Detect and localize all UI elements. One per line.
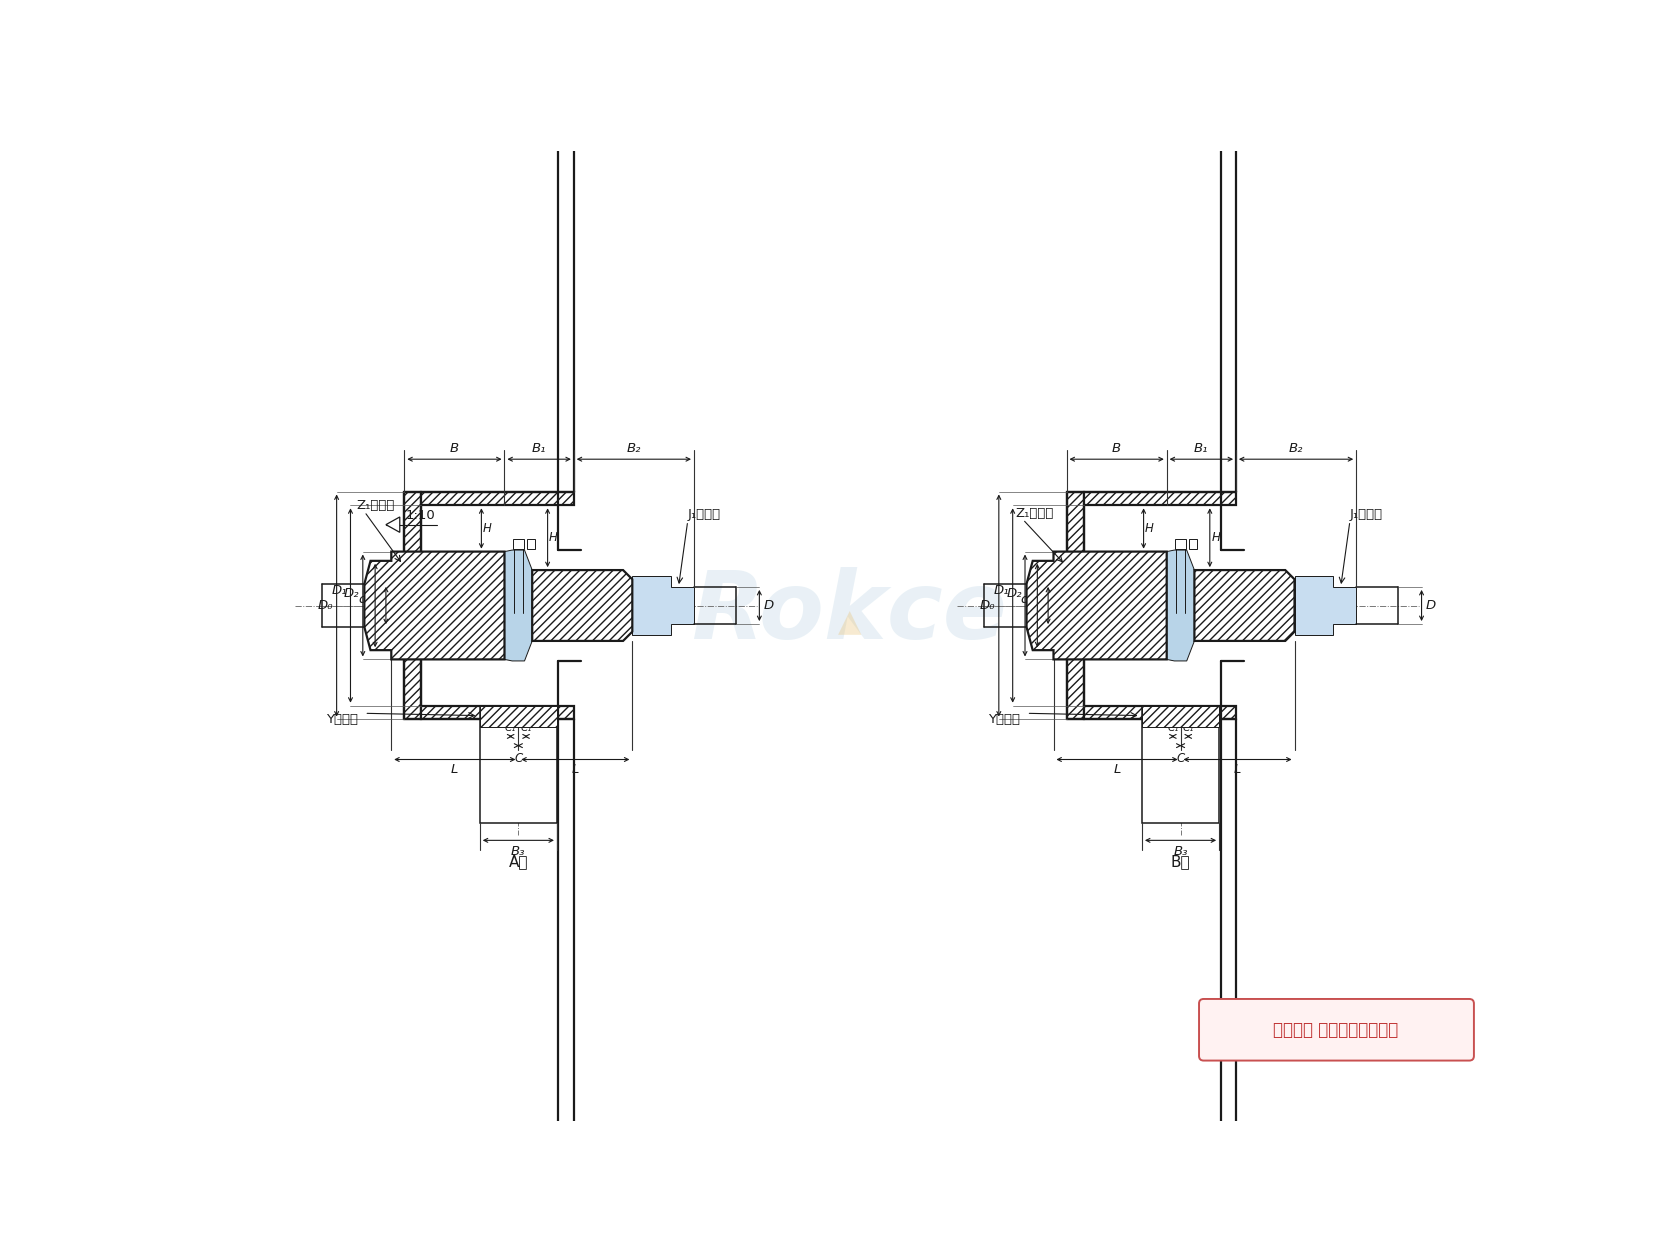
Bar — [422, 491, 575, 505]
Text: D₀: D₀ — [318, 598, 333, 612]
Text: d₂: d₂ — [1033, 595, 1045, 609]
Bar — [1176, 539, 1186, 548]
Text: D₁: D₁ — [331, 583, 348, 596]
Bar — [528, 539, 534, 548]
Text: H: H — [482, 522, 492, 536]
Text: L: L — [1114, 764, 1121, 776]
Polygon shape — [1166, 551, 1194, 662]
Polygon shape — [365, 552, 504, 659]
Polygon shape — [1142, 706, 1220, 824]
Bar — [1084, 491, 1236, 505]
Text: H: H — [1146, 522, 1154, 536]
Polygon shape — [1194, 570, 1295, 641]
Polygon shape — [1295, 576, 1356, 635]
Text: C₁: C₁ — [1168, 723, 1179, 733]
Text: 版权所有 侵权必被严厉追究: 版权所有 侵权必被严厉追究 — [1273, 1021, 1399, 1038]
Text: Rokce: Rokce — [692, 567, 1008, 659]
Text: J₁型轴孔: J₁型轴孔 — [1351, 508, 1383, 522]
Text: H: H — [549, 532, 558, 544]
Text: d₁: d₁ — [1020, 593, 1035, 606]
Text: J₁型轴孔: J₁型轴孔 — [687, 508, 721, 522]
Text: B: B — [1112, 441, 1121, 455]
Text: Y型轴孔: Y型轴孔 — [326, 713, 358, 726]
Text: B: B — [450, 441, 459, 455]
Bar — [480, 706, 556, 727]
Text: B₂: B₂ — [1289, 441, 1304, 455]
Text: D: D — [1425, 598, 1436, 612]
Text: B₁: B₁ — [1194, 441, 1208, 455]
Text: Z₁型轴孔: Z₁型轴孔 — [1015, 507, 1053, 519]
Text: D₁: D₁ — [995, 583, 1010, 596]
Bar — [1142, 706, 1220, 727]
Text: C₁: C₁ — [506, 723, 516, 733]
Text: D₂: D₂ — [1006, 587, 1021, 601]
Text: C₁: C₁ — [1183, 723, 1194, 733]
Text: ▲: ▲ — [838, 607, 862, 638]
Polygon shape — [1026, 552, 1166, 659]
Polygon shape — [504, 551, 533, 662]
Text: 1:10: 1:10 — [407, 509, 435, 522]
Text: B₃: B₃ — [1173, 845, 1188, 858]
Text: C: C — [1176, 752, 1184, 765]
Text: B₃: B₃ — [511, 845, 526, 858]
Bar — [1189, 539, 1196, 548]
Text: B₂: B₂ — [627, 441, 642, 455]
FancyBboxPatch shape — [1200, 999, 1473, 1061]
Polygon shape — [480, 706, 556, 824]
Text: B₁: B₁ — [533, 441, 546, 455]
Text: Z₁型轴孔: Z₁型轴孔 — [356, 499, 395, 512]
Polygon shape — [386, 517, 400, 532]
Bar — [422, 706, 575, 719]
Polygon shape — [533, 570, 632, 641]
Bar — [1084, 706, 1236, 719]
Text: C₁: C₁ — [521, 723, 533, 733]
Text: L: L — [571, 764, 580, 776]
Text: Y型轴孔: Y型轴孔 — [988, 713, 1020, 726]
Text: D₀: D₀ — [979, 598, 995, 612]
Text: d₂: d₂ — [371, 595, 383, 609]
Bar — [512, 539, 524, 548]
Text: D₂: D₂ — [344, 587, 360, 601]
Text: L: L — [1233, 764, 1242, 776]
Polygon shape — [632, 576, 694, 635]
Text: d₁: d₁ — [358, 593, 371, 606]
Text: C: C — [514, 752, 522, 765]
Text: A型: A型 — [509, 854, 528, 869]
Text: B型: B型 — [1171, 854, 1191, 869]
Text: D: D — [763, 598, 773, 612]
Bar — [405, 491, 422, 719]
Bar — [1067, 491, 1084, 719]
Text: L: L — [452, 764, 459, 776]
Text: H: H — [1211, 532, 1220, 544]
